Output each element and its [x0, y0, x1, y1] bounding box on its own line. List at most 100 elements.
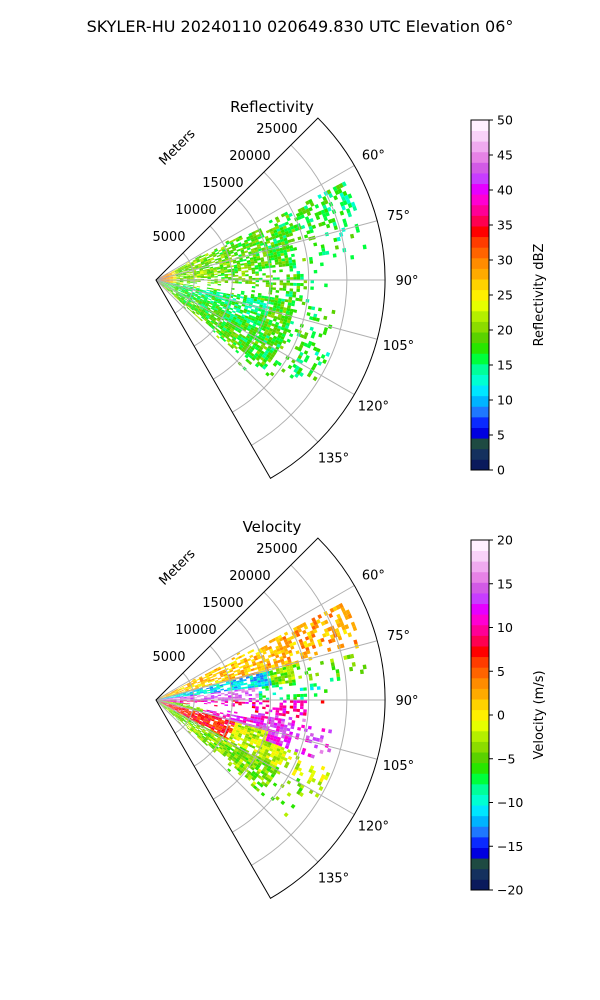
- radar-gate: [226, 339, 231, 343]
- radar-gate: [165, 693, 169, 696]
- radar-gate: [182, 274, 187, 276]
- radar-gate: [273, 302, 278, 306]
- radar-gate: [207, 277, 211, 279]
- radar-gate: [261, 263, 266, 267]
- radar-gate: [218, 717, 223, 720]
- radar-gate: [236, 262, 241, 265]
- radar-gate: [222, 306, 227, 310]
- radar-gate: [215, 681, 219, 684]
- radar-gate: [270, 233, 276, 237]
- radar-gate: [213, 290, 217, 293]
- radar-gate: [231, 721, 236, 724]
- radar-gate: [225, 258, 229, 261]
- radar-gate: [198, 255, 202, 258]
- radar-gate: [250, 259, 254, 262]
- radar-gate: [230, 321, 235, 325]
- radar-gate: [169, 277, 173, 278]
- radar-gate: [180, 280, 184, 282]
- radar-gate: [172, 275, 177, 277]
- radar-gate: [252, 720, 257, 724]
- radar-gate: [192, 678, 196, 681]
- colorbar-segment: [471, 151, 489, 163]
- radar-gate: [219, 262, 223, 266]
- radar-gate: [194, 313, 198, 317]
- radar-gate: [165, 275, 170, 277]
- radar-gate: [240, 725, 245, 729]
- radar-gate: [185, 288, 189, 291]
- radar-gate: [181, 689, 186, 691]
- azimuth-tick-label: 60°: [362, 569, 385, 584]
- radar-gate: [240, 669, 245, 673]
- radar-gate: [250, 319, 255, 324]
- radar-gate: [288, 716, 293, 721]
- radar-gate: [179, 696, 184, 698]
- radar-gate: [204, 305, 208, 309]
- radar-gate: [264, 328, 269, 333]
- radar-gate: [175, 692, 179, 694]
- radar-gate: [195, 267, 200, 269]
- radar-gate: [271, 297, 275, 301]
- radar-gate: [233, 307, 238, 310]
- radar-gate: [201, 309, 206, 313]
- radar-gate: [194, 294, 198, 297]
- radar-gate: [168, 704, 173, 706]
- radar-gate: [281, 333, 286, 338]
- radar-gate: [233, 749, 238, 754]
- radar-gate: [176, 701, 180, 703]
- radar-gate: [289, 700, 294, 703]
- radar-gate: [196, 692, 201, 694]
- radar-gate: [277, 641, 282, 646]
- radar-gate: [199, 678, 204, 681]
- radar-gate: [258, 746, 263, 750]
- radar-gate: [172, 696, 177, 698]
- radar-gate: [289, 635, 295, 640]
- radar-gate: [296, 700, 301, 704]
- radar-gate: [182, 690, 186, 693]
- radar-gate: [196, 311, 200, 315]
- radar-gate: [206, 268, 210, 271]
- radar-gate: [176, 274, 180, 276]
- radar-gate: [244, 661, 249, 665]
- radar-gate: [249, 348, 254, 353]
- radar-gate: [172, 712, 176, 715]
- radar-gate: [168, 273, 173, 276]
- radar-gate: [176, 275, 180, 277]
- radar-gate: [222, 262, 227, 265]
- radar-gate: [169, 698, 174, 700]
- radar-gate: [233, 686, 238, 689]
- radar-gate: [169, 290, 172, 294]
- radar-gate: [183, 265, 188, 268]
- radar-gate: [178, 715, 182, 718]
- radar-gate: [217, 736, 222, 740]
- radar-gate: [198, 685, 203, 688]
- radar-gate: [181, 296, 186, 300]
- radar-gate: [233, 743, 238, 747]
- radar-gate: [174, 287, 179, 290]
- radar-gate: [293, 705, 297, 709]
- radar-gate: [311, 306, 316, 311]
- radar-gate: [210, 678, 215, 681]
- radar-gate: [277, 334, 282, 339]
- radar-gate: [166, 281, 170, 283]
- range-tick-label: 20000: [229, 569, 270, 584]
- radar-gate: [248, 275, 253, 279]
- radar-gate: [245, 663, 250, 667]
- radar-gate: [197, 715, 202, 718]
- radar-gate: [200, 272, 204, 275]
- radar-gate: [219, 673, 224, 677]
- radar-gate: [189, 302, 194, 306]
- radar-gate: [257, 262, 262, 265]
- radar-gate: [329, 677, 334, 682]
- radar-gate: [166, 280, 170, 282]
- radar-gate: [236, 336, 241, 341]
- radar-gate: [242, 320, 247, 325]
- radar-gate: [299, 333, 305, 339]
- radar-gate: [179, 703, 184, 705]
- radar-gate: [169, 281, 174, 282]
- radar-gate: [267, 758, 272, 763]
- radar-gate: [188, 687, 192, 690]
- radar-gate: [276, 228, 281, 232]
- radar-gate: [210, 734, 215, 739]
- radar-gate: [289, 268, 294, 272]
- radar-gate: [243, 682, 248, 686]
